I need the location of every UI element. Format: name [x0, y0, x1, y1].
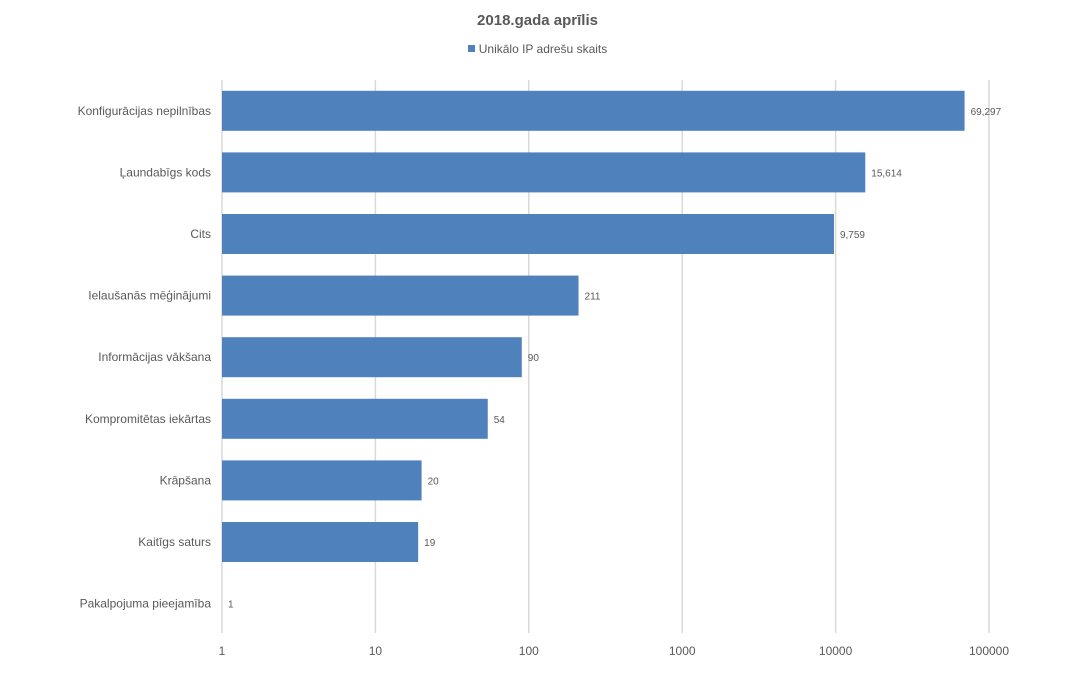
- bar-6: [222, 460, 422, 501]
- data-label: 19: [424, 538, 436, 549]
- x-tick-label-1: 1: [219, 644, 226, 658]
- chart-title: 2018.gada aprīlis: [477, 12, 598, 29]
- category-label: Kaitīgs saturs: [138, 535, 211, 549]
- bar-2: [222, 214, 834, 254]
- bars: [222, 90, 965, 562]
- category-label: Ļaundabīgs kods: [120, 165, 211, 179]
- data-label: 211: [585, 292, 601, 303]
- data-label: 54: [494, 415, 506, 426]
- legend-label: Unikālo IP adrešu skaits: [478, 42, 608, 56]
- category-label: Pakalpojuma pieejamība: [80, 597, 212, 611]
- data-label: 15,614: [871, 168, 902, 179]
- bar-0: [222, 90, 965, 131]
- x-tick-label-100000: 100000: [969, 644, 1009, 658]
- bar-7: [222, 522, 419, 562]
- labels: 1 10 100 1000 10000 100000 Konfigurācijas nepi…: [78, 104, 1010, 658]
- category-label: Ielaušanās mēģinājumi: [88, 289, 211, 303]
- x-tick-label-10000: 10000: [819, 644, 853, 658]
- category-label: Konfigurācijas nepilnības: [78, 104, 211, 118]
- data-label: 90: [528, 353, 540, 364]
- x-tick-label-10: 10: [369, 644, 383, 658]
- data-label: 69,297: [971, 107, 1002, 118]
- x-tick-label-1000: 1000: [669, 644, 696, 658]
- category-label: Cits: [190, 227, 211, 241]
- bar-5: [222, 398, 488, 439]
- bar-3: [222, 275, 579, 316]
- data-label: 1: [228, 600, 234, 611]
- x-tick-label-100: 100: [519, 644, 539, 658]
- data-label: 9,759: [840, 230, 865, 241]
- category-label: Informācijas vākšana: [98, 350, 211, 364]
- bar-4: [222, 337, 522, 378]
- bar-1: [222, 152, 866, 193]
- legend: Unikālo IP adrešu skaits: [0, 42, 1075, 56]
- category-label: Kompromitētas iekārtas: [85, 412, 211, 426]
- category-label: Krāpšana: [160, 473, 212, 487]
- legend-swatch: [467, 45, 475, 52]
- data-label: 20: [428, 476, 440, 487]
